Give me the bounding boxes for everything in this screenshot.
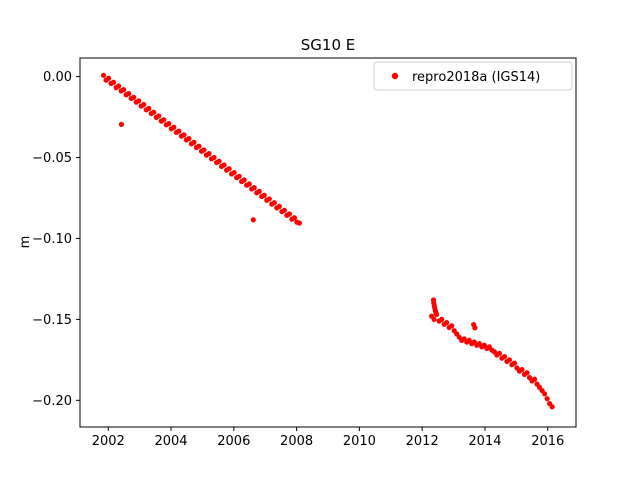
data-point <box>105 75 112 81</box>
data-point <box>216 158 222 164</box>
data-point <box>542 391 548 397</box>
data-point <box>291 215 298 221</box>
data-point <box>191 139 197 145</box>
y-axis-label: m <box>18 236 33 249</box>
y-tick-label: −0.10 <box>32 232 72 247</box>
data-point <box>236 173 242 179</box>
data-point <box>121 86 127 93</box>
data-point <box>221 162 227 168</box>
data-point <box>246 181 252 187</box>
x-tick-label: 2008 <box>280 434 313 449</box>
legend: repro2018a (IGS14) <box>373 61 573 91</box>
data-point <box>511 360 518 366</box>
data-point <box>281 207 287 213</box>
data-point <box>531 376 538 382</box>
y-tick-label: 0.00 <box>43 70 72 85</box>
data-point <box>449 323 455 329</box>
plot-frame <box>79 57 577 428</box>
x-tick-label: 2016 <box>531 434 564 449</box>
data-point <box>186 136 192 142</box>
data-point <box>141 102 147 108</box>
x-tick-label: 2004 <box>154 434 187 449</box>
data-point-outlier <box>472 325 478 331</box>
data-point <box>110 79 117 85</box>
data-point <box>131 94 137 100</box>
data-point <box>519 366 525 373</box>
data-point <box>166 120 172 127</box>
data-point <box>176 128 182 134</box>
data-point <box>116 83 122 89</box>
data-point <box>156 113 162 119</box>
x-tick-label: 2010 <box>343 434 376 449</box>
data-point <box>226 166 232 172</box>
data-point <box>506 357 513 363</box>
data-point <box>439 316 445 322</box>
data-point <box>231 169 237 176</box>
data-point <box>501 354 508 360</box>
data-point-outlier <box>433 310 439 316</box>
x-tick-label: 2014 <box>468 434 501 449</box>
data-point <box>544 396 550 402</box>
data-point <box>431 316 437 322</box>
data-point <box>146 105 152 112</box>
data-point <box>271 200 277 206</box>
y-tick-label: −0.15 <box>32 313 72 328</box>
data-point <box>201 147 207 153</box>
data-point <box>196 143 202 149</box>
data-point <box>524 370 530 376</box>
data-point <box>211 154 217 161</box>
legend-frame <box>373 61 573 91</box>
chart-title: SG10 E <box>301 36 355 54</box>
data-point <box>256 188 262 194</box>
legend-marker-icon <box>391 72 399 80</box>
data-point <box>206 151 212 157</box>
data-point-outlier <box>118 121 125 127</box>
data-point <box>171 124 177 130</box>
data-point <box>549 404 555 410</box>
data-point <box>161 117 167 123</box>
data-point <box>126 91 132 97</box>
data-point <box>181 132 187 138</box>
y-tick-label: −0.05 <box>32 151 72 166</box>
data-point <box>276 203 282 210</box>
legend-label: repro2018a (IGS14) <box>412 70 540 85</box>
axes: 2002 2004 2006 2008 2010 2012 2014 2016 0.00 −0.0… <box>32 57 577 449</box>
x-tick-label: 2012 <box>406 434 439 449</box>
data-point <box>266 196 272 202</box>
data-point <box>444 320 450 326</box>
data-point-outlier <box>250 217 256 223</box>
data-point <box>251 185 257 191</box>
data-point <box>261 192 267 198</box>
data-point <box>151 109 157 115</box>
x-tick-label: 2006 <box>217 434 250 449</box>
data-points <box>100 72 555 410</box>
data-point <box>136 98 142 104</box>
data-point <box>296 220 303 226</box>
data-point <box>286 211 292 217</box>
data-point <box>496 350 502 356</box>
data-point <box>100 72 107 78</box>
y-tick-label: −0.20 <box>32 394 72 409</box>
data-point <box>241 177 247 183</box>
x-tick-label: 2002 <box>92 434 125 449</box>
